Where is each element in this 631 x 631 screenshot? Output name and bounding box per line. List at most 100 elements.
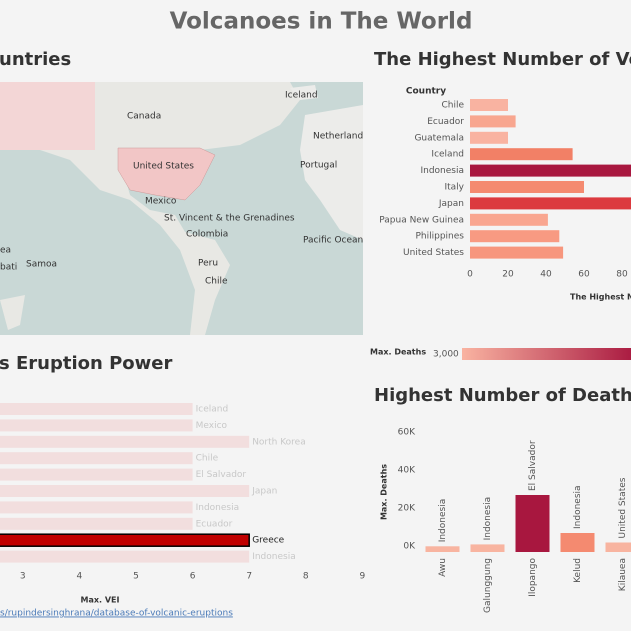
map-label: Iceland: [285, 91, 318, 101]
x-tick-label: 40: [540, 270, 552, 280]
source-link[interactable]: s/rupindersinghrana/database-of-volcanic…: [0, 609, 233, 619]
y-tick-label: Japan: [438, 199, 464, 209]
map-label: Colombia: [186, 230, 228, 240]
x-tick-label: 7: [246, 572, 252, 582]
x-tick-label: 80: [616, 270, 628, 280]
bar-label: Japan: [251, 487, 277, 497]
map-label: St. Vincent & the Grenadines: [164, 214, 295, 224]
x-tick-label: 20: [502, 270, 514, 280]
y-tick-label: Guatemala: [414, 133, 464, 143]
bar-label: El Salvador: [196, 470, 247, 480]
bar: [605, 542, 631, 552]
y-tick-label: Philippines: [416, 232, 465, 242]
map: Iceland Canada Netherland United States …: [0, 82, 363, 335]
bar-label: Ecuador: [196, 519, 233, 529]
legend-ramp: [462, 348, 631, 360]
bar: [0, 517, 193, 530]
bar: [470, 164, 631, 177]
map-land: [0, 295, 25, 330]
bar: [0, 485, 250, 497]
bar: [0, 452, 193, 465]
map-label: Peru: [198, 259, 218, 269]
x-tick-label: 0: [467, 270, 473, 280]
y-tick-label: 0K: [403, 542, 416, 552]
bar: [0, 533, 250, 547]
y-tick-label: Ecuador: [427, 117, 464, 127]
bar: [470, 246, 564, 259]
y-tick-label: Indonesia: [420, 166, 464, 176]
legend-label: 3,000: [433, 350, 459, 360]
bar: [470, 181, 584, 193]
bar: [470, 99, 508, 111]
map-region: [117, 147, 216, 201]
map-label: Samoa: [26, 260, 57, 270]
bar: [470, 544, 505, 552]
x-tick-label: 5: [133, 572, 139, 582]
x-tick-label: 8: [303, 572, 309, 582]
bar: [0, 468, 193, 481]
bar-label: Mexico: [196, 421, 228, 431]
x-tick-label: 3: [20, 572, 26, 582]
map-label: United States: [133, 162, 194, 172]
map-label: Canada: [127, 112, 161, 122]
x-tick-label: Galunggung: [483, 558, 493, 613]
bar-label: Iceland: [196, 405, 229, 415]
map-label: Portugal: [300, 161, 337, 171]
panel-title: s Eruption Power: [0, 353, 172, 374]
bar: [0, 550, 250, 563]
bar: [515, 495, 550, 552]
y-tick-label: Italy: [444, 183, 464, 193]
bar-label: Indonesia: [196, 503, 240, 513]
map-label: Pacific Ocean: [303, 236, 363, 246]
bar: [470, 213, 548, 226]
map-region: [0, 82, 95, 150]
bar: [425, 546, 460, 552]
y-tick-label: United States: [403, 248, 464, 258]
panel-title: Highest Number of Deaths: [374, 385, 631, 406]
y-tick-label: 20K: [398, 504, 416, 514]
dashboard-title: Volcanoes in The World: [170, 9, 473, 35]
map-label: bati: [0, 263, 17, 273]
map-label: Netherland: [313, 132, 363, 142]
x-tick-label: 60: [578, 270, 590, 280]
x-tick-label: Kilauea: [618, 558, 628, 591]
bar-label: Indonesia: [438, 499, 448, 543]
map-land: [300, 105, 363, 240]
panel-title: untries: [0, 49, 71, 70]
bar-label: North Korea: [252, 437, 306, 447]
map-land: [290, 85, 318, 100]
x-tick-label: 6: [190, 572, 196, 582]
axis-title: Max. Deaths: [380, 464, 389, 520]
y-tick-label: Iceland: [431, 150, 464, 160]
bar: [560, 533, 595, 552]
map-label: Chile: [205, 277, 228, 287]
y-tick-label: Papua New Guinea: [379, 215, 464, 225]
bar-label: Indonesia: [483, 497, 493, 541]
bar: [0, 501, 193, 514]
x-tick-label: 9: [360, 572, 366, 582]
y-tick-label: 40K: [398, 466, 416, 476]
bar-label: United States: [618, 477, 628, 538]
axis-title: Max. VEI: [81, 596, 120, 605]
y-tick-label: Chile: [441, 101, 464, 111]
x-tick-label: Awu: [438, 558, 448, 577]
bar: [470, 230, 560, 243]
bar-label: Greece: [252, 536, 284, 546]
column-header: Country: [406, 87, 446, 97]
y-tick-label: 60K: [398, 428, 416, 438]
x-tick-label: Ilopango: [528, 558, 538, 597]
axis-title: The Highest N: [570, 293, 631, 302]
bar-label: Indonesia: [252, 552, 296, 562]
bar-label: El Salvador: [528, 440, 538, 491]
bar: [0, 419, 193, 432]
bar-label: Indonesia: [573, 485, 583, 529]
bar: [0, 403, 193, 415]
bar: [470, 131, 508, 144]
bar: [0, 435, 250, 448]
bar: [470, 115, 516, 128]
bar: [470, 197, 631, 210]
bar-label: Chile: [196, 454, 219, 464]
legend-title: Max. Deaths: [370, 348, 426, 357]
x-tick-label: 4: [77, 572, 83, 582]
